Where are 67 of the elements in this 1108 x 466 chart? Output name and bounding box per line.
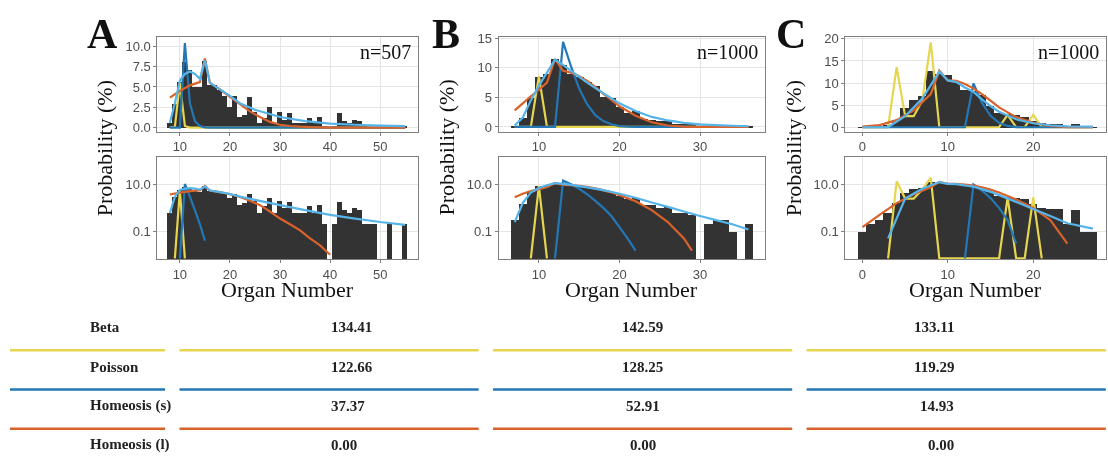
y-tick-label: 10	[824, 75, 839, 91]
y-tick-label: 0.1	[132, 223, 151, 239]
y-tick-label: 5	[831, 97, 839, 113]
text: C	[776, 11, 807, 57]
y-tick-label: 5.0	[132, 79, 151, 95]
y-tick-label: 15	[824, 53, 839, 69]
x-tick-label: 10	[940, 266, 956, 282]
text: 128.25	[622, 359, 664, 375]
y-tick-label: 15	[477, 30, 492, 46]
x-tick-label: 20	[222, 266, 238, 282]
text: A	[87, 11, 118, 57]
text: 133.11	[914, 319, 955, 335]
text: 14.93	[920, 398, 954, 414]
text: 37.37	[331, 398, 366, 414]
y-tick-label: 10.0	[125, 38, 151, 54]
x-tick-label: 50	[372, 139, 388, 155]
x-tick-label: 30	[692, 266, 708, 282]
y-axis-title: Probability (%)	[780, 80, 806, 217]
x-tick-label: 30	[692, 139, 708, 155]
category-label: Poisson	[90, 359, 139, 375]
y-tick-label: 0.0	[132, 120, 151, 136]
x-tick-label: 30	[272, 139, 288, 155]
y-tick-label: 0.1	[473, 223, 492, 239]
x-tick-label: 0	[858, 266, 867, 282]
x-tick-label: 20	[1025, 139, 1041, 155]
y-tick-label: 2.5	[132, 99, 151, 115]
x-tick-label: 10	[940, 139, 956, 155]
text: 0.00	[630, 437, 657, 453]
x-tick-label: 20	[1025, 266, 1041, 282]
annotation: n=507	[360, 41, 412, 63]
x-tick-label: 20	[612, 139, 627, 155]
text: B	[432, 11, 461, 57]
x-tick-label: 20	[612, 266, 627, 282]
y-axis-title: Probability (%)	[92, 79, 118, 217]
x-tick-label: 30	[272, 266, 288, 282]
annotation: n=1000	[697, 41, 759, 63]
x-tick-label: 10	[531, 139, 547, 155]
x-tick-label: 40	[322, 266, 338, 282]
x-tick-label: 10	[172, 266, 188, 282]
y-tick-label: 10	[477, 60, 492, 76]
text: 0.00	[331, 437, 358, 453]
text: 0.00	[928, 437, 955, 453]
category-label: Beta	[90, 319, 120, 335]
category-label: Homeosis (s)	[90, 397, 172, 414]
text: 122.66	[331, 359, 373, 375]
y-tick-label: 5	[484, 89, 492, 105]
y-axis-title: Probability (%)	[433, 79, 459, 216]
x-tick-label: 40	[322, 139, 338, 155]
y-tick-label: 0	[484, 119, 492, 135]
x-tick-label: 0	[858, 139, 867, 155]
category-label: Homeosis (l)	[90, 436, 170, 453]
y-tick-label: 7.5	[132, 59, 151, 75]
text: 142.59	[622, 319, 664, 335]
x-tick-label: 50	[372, 266, 388, 282]
y-tick-label: 10.0	[125, 176, 151, 192]
y-tick-label: 10.0	[813, 176, 839, 192]
text: 134.41	[331, 319, 373, 335]
x-tick-label: 10	[531, 266, 547, 282]
y-tick-label: 20	[824, 31, 839, 47]
x-tick-label: 20	[222, 139, 238, 155]
text: 52.91	[626, 398, 660, 414]
y-tick-label: 10.0	[466, 176, 492, 192]
text: 119.29	[914, 359, 955, 375]
x-tick-label: 10	[172, 139, 188, 155]
y-tick-label: 0	[831, 119, 839, 135]
annotation: n=1000	[1038, 41, 1100, 63]
y-tick-label: 0.1	[820, 223, 839, 239]
